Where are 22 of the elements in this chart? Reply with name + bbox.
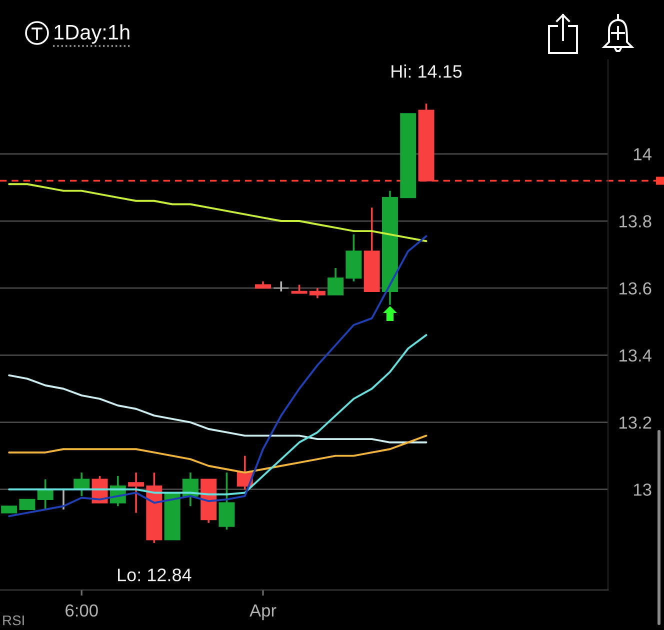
candlestick	[328, 267, 344, 296]
line-series	[8, 235, 428, 518]
candlestick	[273, 280, 290, 292]
y-tick-label: 14	[634, 148, 652, 160]
line-series	[8, 374, 428, 444]
y-tick-label: 13.4	[620, 349, 652, 362]
candlestick	[309, 287, 326, 300]
y-tick-label: 13.2	[620, 416, 652, 429]
x-tick-label: 6:00	[66, 604, 98, 617]
candlestick	[218, 472, 235, 531]
text: RSI	[3, 615, 24, 626]
candlestick	[19, 498, 36, 510]
y-tick-label: 13.6	[620, 282, 652, 295]
candlestick	[128, 472, 144, 514]
annotation: Hi: 14.15	[392, 64, 462, 78]
y-tick-label: 13	[634, 484, 652, 496]
chart-title: 1Day:1h	[54, 24, 130, 44]
line-series	[8, 183, 428, 242]
y-tick-label: 13.8	[620, 215, 652, 228]
annotation: Lo: 12.84	[118, 568, 192, 582]
candlestick	[74, 472, 90, 497]
x-tick-label: Apr	[250, 604, 276, 620]
